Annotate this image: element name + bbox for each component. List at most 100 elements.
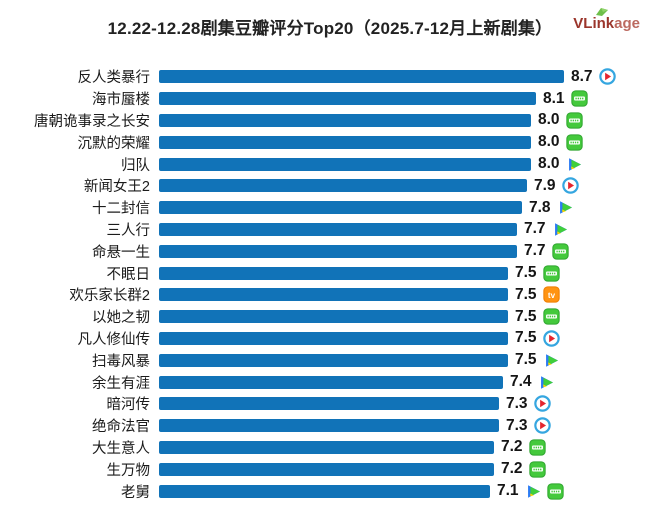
iqiyi-icon — [565, 112, 583, 129]
rating-value: 7.5 — [515, 264, 537, 282]
rating-value: 8.0 — [538, 111, 560, 129]
rating-bar — [159, 484, 490, 498]
drama-title-label: 绝命法官 — [92, 419, 150, 436]
chart-row: 老舅 7.1 — [0, 480, 660, 502]
drama-title-label: 余生有涯 — [92, 375, 150, 392]
platform-icons — [528, 439, 546, 456]
drama-title-label: 大生意人 — [92, 440, 150, 457]
platform-icons — [542, 308, 560, 325]
vlinkage-logo: VLinkage — [573, 8, 640, 32]
tencent-video-icon — [566, 156, 583, 173]
platform-icons — [552, 221, 569, 238]
rating-value: 7.3 — [506, 416, 528, 434]
rating-value: 7.2 — [501, 460, 523, 478]
platform-icons — [551, 243, 569, 260]
tencent-video-icon — [552, 221, 569, 238]
chart-row: 归队 8.0 — [0, 153, 660, 175]
iqiyi-icon — [528, 461, 546, 478]
rating-bar — [159, 266, 508, 280]
drama-title-label: 新闻女王2 — [83, 179, 150, 196]
rating-bar — [159, 375, 503, 389]
youku-icon — [533, 417, 551, 434]
chart-row: 沉默的荣耀 8.0 — [0, 131, 660, 153]
platform-icons — [570, 90, 588, 107]
rating-bar — [159, 157, 531, 171]
svg-text:tv: tv — [547, 291, 555, 300]
drama-title-label: 沉默的荣耀 — [77, 135, 151, 152]
rating-bar — [159, 331, 508, 345]
rating-value: 8.7 — [571, 67, 593, 85]
chart-row: 以她之韧 7.5 — [0, 306, 660, 328]
chart-row: 不眠日 7.5 — [0, 262, 660, 284]
mgtv-icon: tv — [542, 286, 560, 304]
drama-title-label: 生万物 — [106, 462, 151, 479]
tencent-video-icon — [557, 199, 574, 216]
platform-icons — [565, 134, 583, 151]
rating-value: 8.0 — [538, 155, 560, 173]
youku-icon — [542, 330, 560, 347]
rating-value: 7.5 — [515, 285, 537, 303]
rating-bar — [159, 135, 531, 149]
rating-bar — [159, 462, 494, 476]
drama-title-label: 海市蜃楼 — [92, 92, 150, 109]
youku-icon — [561, 177, 579, 195]
logo-text-bold: VLink — [573, 15, 615, 32]
logo-text-light: age — [614, 15, 640, 32]
drama-title-label: 归队 — [121, 157, 150, 174]
rating-value: 7.4 — [510, 373, 532, 391]
rating-value: 7.8 — [529, 198, 551, 216]
leaf-icon — [596, 8, 609, 16]
chart-row: 三人行 7.7 — [0, 219, 660, 241]
chart-row: 余生有涯 7.4 — [0, 371, 660, 393]
drama-title-label: 以她之韧 — [92, 310, 150, 327]
chart-row: 凡人修仙传 7.5 — [0, 328, 660, 350]
drama-title-label: 欢乐家长群2 — [69, 288, 150, 305]
rating-value: 7.7 — [524, 220, 546, 238]
rating-bar — [159, 310, 508, 324]
chart-row: 欢乐家长群2 7.5 tv — [0, 284, 660, 306]
rating-bar — [159, 419, 499, 433]
tencent-video-icon — [525, 483, 542, 500]
rating-bar — [159, 201, 522, 215]
chart-row: 扫毒风暴 7.5 — [0, 349, 660, 371]
drama-title-label: 凡人修仙传 — [77, 331, 151, 348]
iqiyi-icon — [542, 308, 560, 325]
rating-bar — [159, 113, 531, 127]
chart-row: 大生意人 7.2 — [0, 437, 660, 459]
drama-title-label: 三人行 — [106, 222, 151, 239]
platform-icons — [598, 68, 616, 86]
tencent-video-icon — [538, 374, 555, 391]
rating-value: 7.5 — [515, 307, 537, 325]
rating-bar — [159, 288, 508, 302]
platform-icons: tv — [542, 286, 560, 304]
rating-bar — [159, 353, 508, 367]
iqiyi-icon — [551, 243, 569, 260]
chart-row: 唐朝诡事录之长安 8.0 — [0, 110, 660, 132]
rating-bar — [159, 397, 499, 411]
platform-icons — [528, 461, 546, 478]
drama-title-label: 不眠日 — [106, 266, 151, 283]
drama-title-label: 唐朝诡事录之长安 — [34, 113, 150, 130]
platform-icons — [543, 352, 560, 369]
platform-icons — [557, 199, 574, 216]
tencent-video-icon — [543, 352, 560, 369]
platform-icons — [533, 395, 551, 413]
platform-icons — [542, 330, 560, 347]
drama-title-label: 反人类暴行 — [77, 70, 151, 87]
iqiyi-icon — [542, 264, 560, 282]
rating-bar — [159, 70, 564, 84]
iqiyi-icon — [565, 134, 583, 151]
rating-bar — [159, 92, 536, 106]
chart-row: 反人类暴行 8.7 — [0, 66, 660, 88]
iqiyi-icon — [546, 482, 564, 500]
rating-bar — [159, 222, 517, 236]
rating-value: 7.5 — [515, 329, 537, 347]
chart-row: 新闻女王2 7.9 — [0, 175, 660, 197]
chart-row: 海市蜃楼 8.1 — [0, 88, 660, 110]
rating-value: 7.3 — [506, 394, 528, 412]
youku-icon — [598, 68, 616, 86]
rating-value: 8.0 — [538, 133, 560, 151]
rating-bar — [159, 244, 517, 258]
rating-value: 7.1 — [497, 482, 519, 500]
